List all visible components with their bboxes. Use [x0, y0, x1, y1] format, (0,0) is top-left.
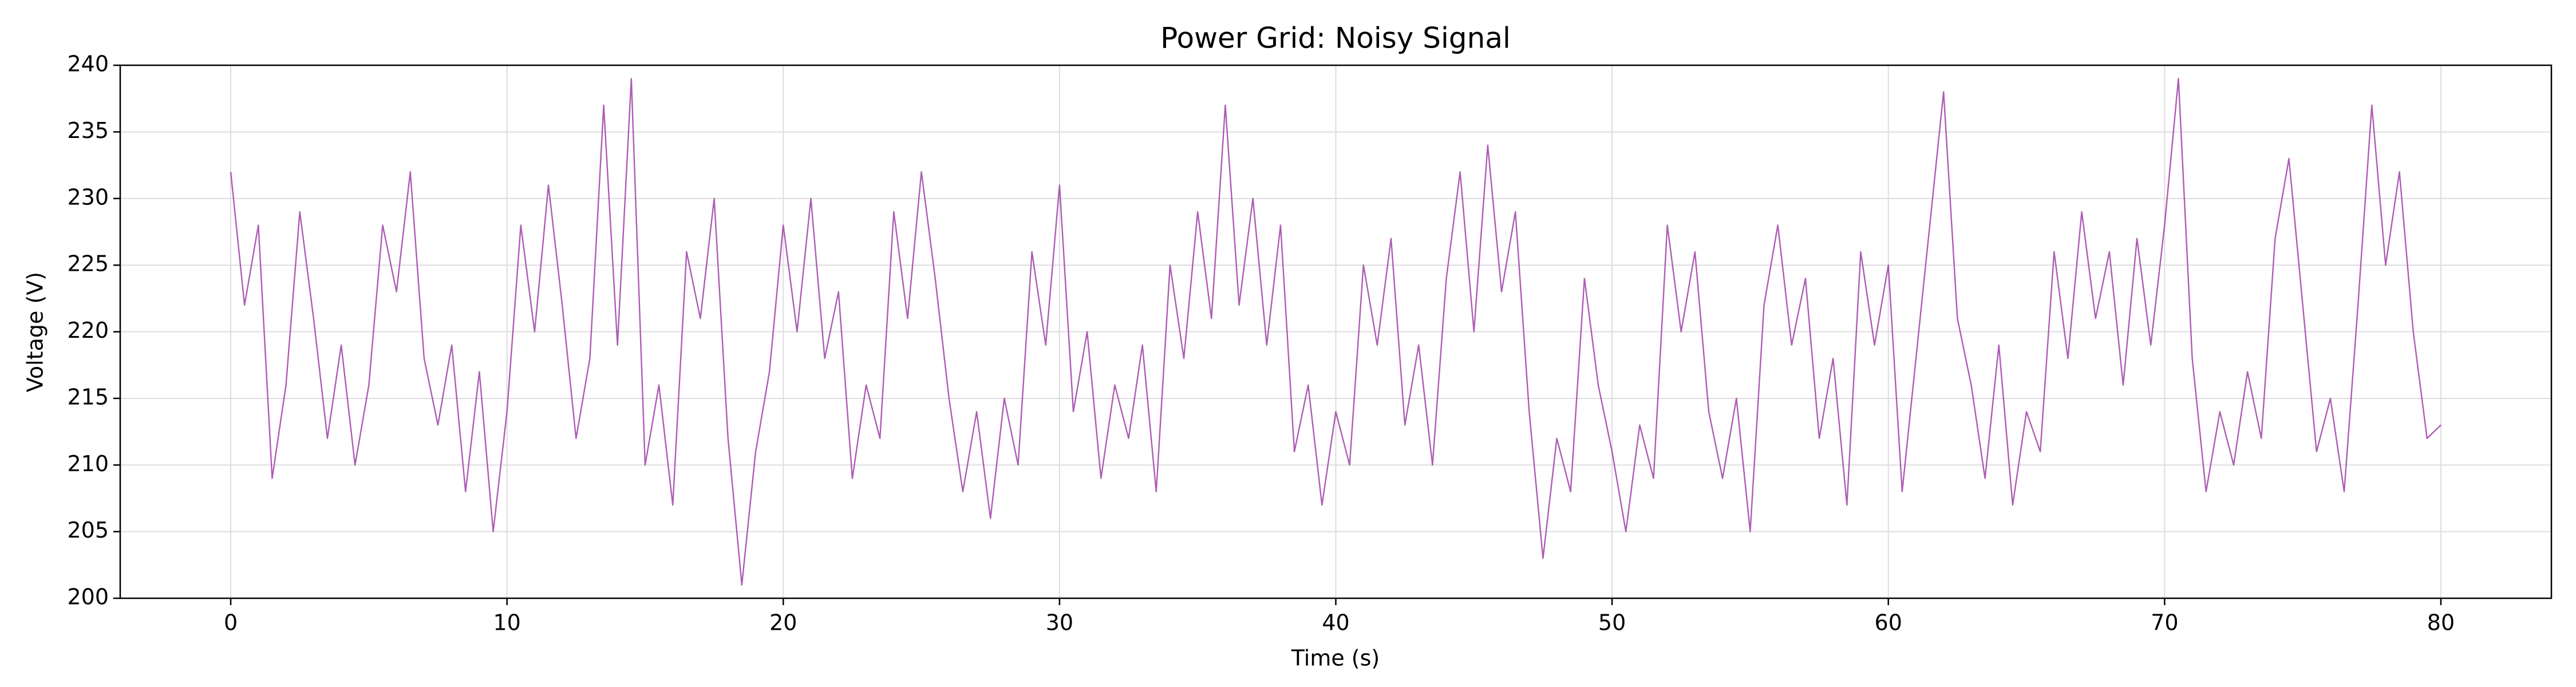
- y-tick-label: 225: [67, 251, 109, 277]
- y-tick-label: 200: [67, 585, 109, 610]
- y-tick-label: 220: [67, 318, 109, 343]
- plot-frame: [119, 64, 2553, 599]
- chart-title: Power Grid: Noisy Signal: [1160, 22, 1511, 55]
- y-tick-label: 235: [67, 118, 109, 143]
- x-tick-label: 30: [1046, 610, 1073, 635]
- x-tick-label: 80: [2427, 610, 2455, 635]
- x-tick-label: 0: [224, 610, 238, 635]
- y-tick-label: 215: [67, 384, 109, 409]
- y-tick-label: 240: [67, 52, 109, 77]
- y-tick-label: 205: [67, 518, 109, 543]
- y-tick-label: 210: [67, 451, 109, 476]
- y-axis-label: Voltage (V): [23, 272, 48, 392]
- x-axis-label: Time (s): [1291, 646, 1380, 671]
- x-tick-label: 10: [493, 610, 520, 635]
- y-tick-label: 230: [67, 184, 109, 210]
- signal-line: [230, 78, 2441, 586]
- x-tick-label: 60: [1875, 610, 1902, 635]
- x-tick-label: 40: [1322, 610, 1349, 635]
- x-tick-label: 20: [769, 610, 797, 635]
- x-tick-label: 70: [2151, 610, 2178, 635]
- x-tick-label: 50: [1598, 610, 1626, 635]
